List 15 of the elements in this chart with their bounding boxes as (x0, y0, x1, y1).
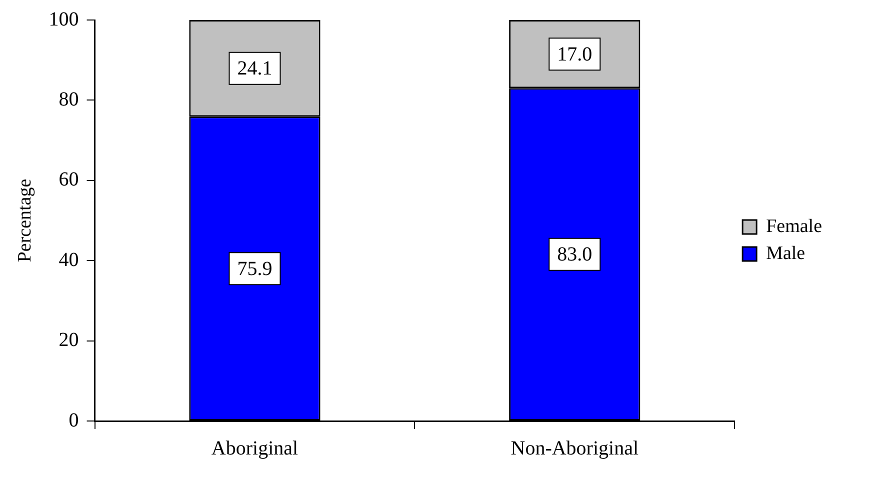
data-label: 24.1 (237, 58, 272, 80)
legend-label: Male (766, 242, 806, 264)
data-label: 75.9 (237, 258, 272, 280)
y-tick-label: 40 (58, 248, 79, 271)
y-tick-label: 60 (58, 168, 79, 191)
legend-label: Female (766, 216, 822, 237)
y-tick-label: 80 (58, 88, 79, 110)
data-label: 17.0 (557, 43, 592, 66)
y-axis-title: Percentage (14, 178, 36, 262)
x-tick-label: Aboriginal (211, 437, 299, 460)
y-tick-label: 0 (68, 409, 79, 432)
y-tick-label: 20 (58, 329, 79, 352)
y-tick-label: 100 (48, 8, 79, 30)
x-tick-label: Non-Aboriginal (510, 437, 639, 460)
data-label: 83.0 (557, 244, 592, 266)
